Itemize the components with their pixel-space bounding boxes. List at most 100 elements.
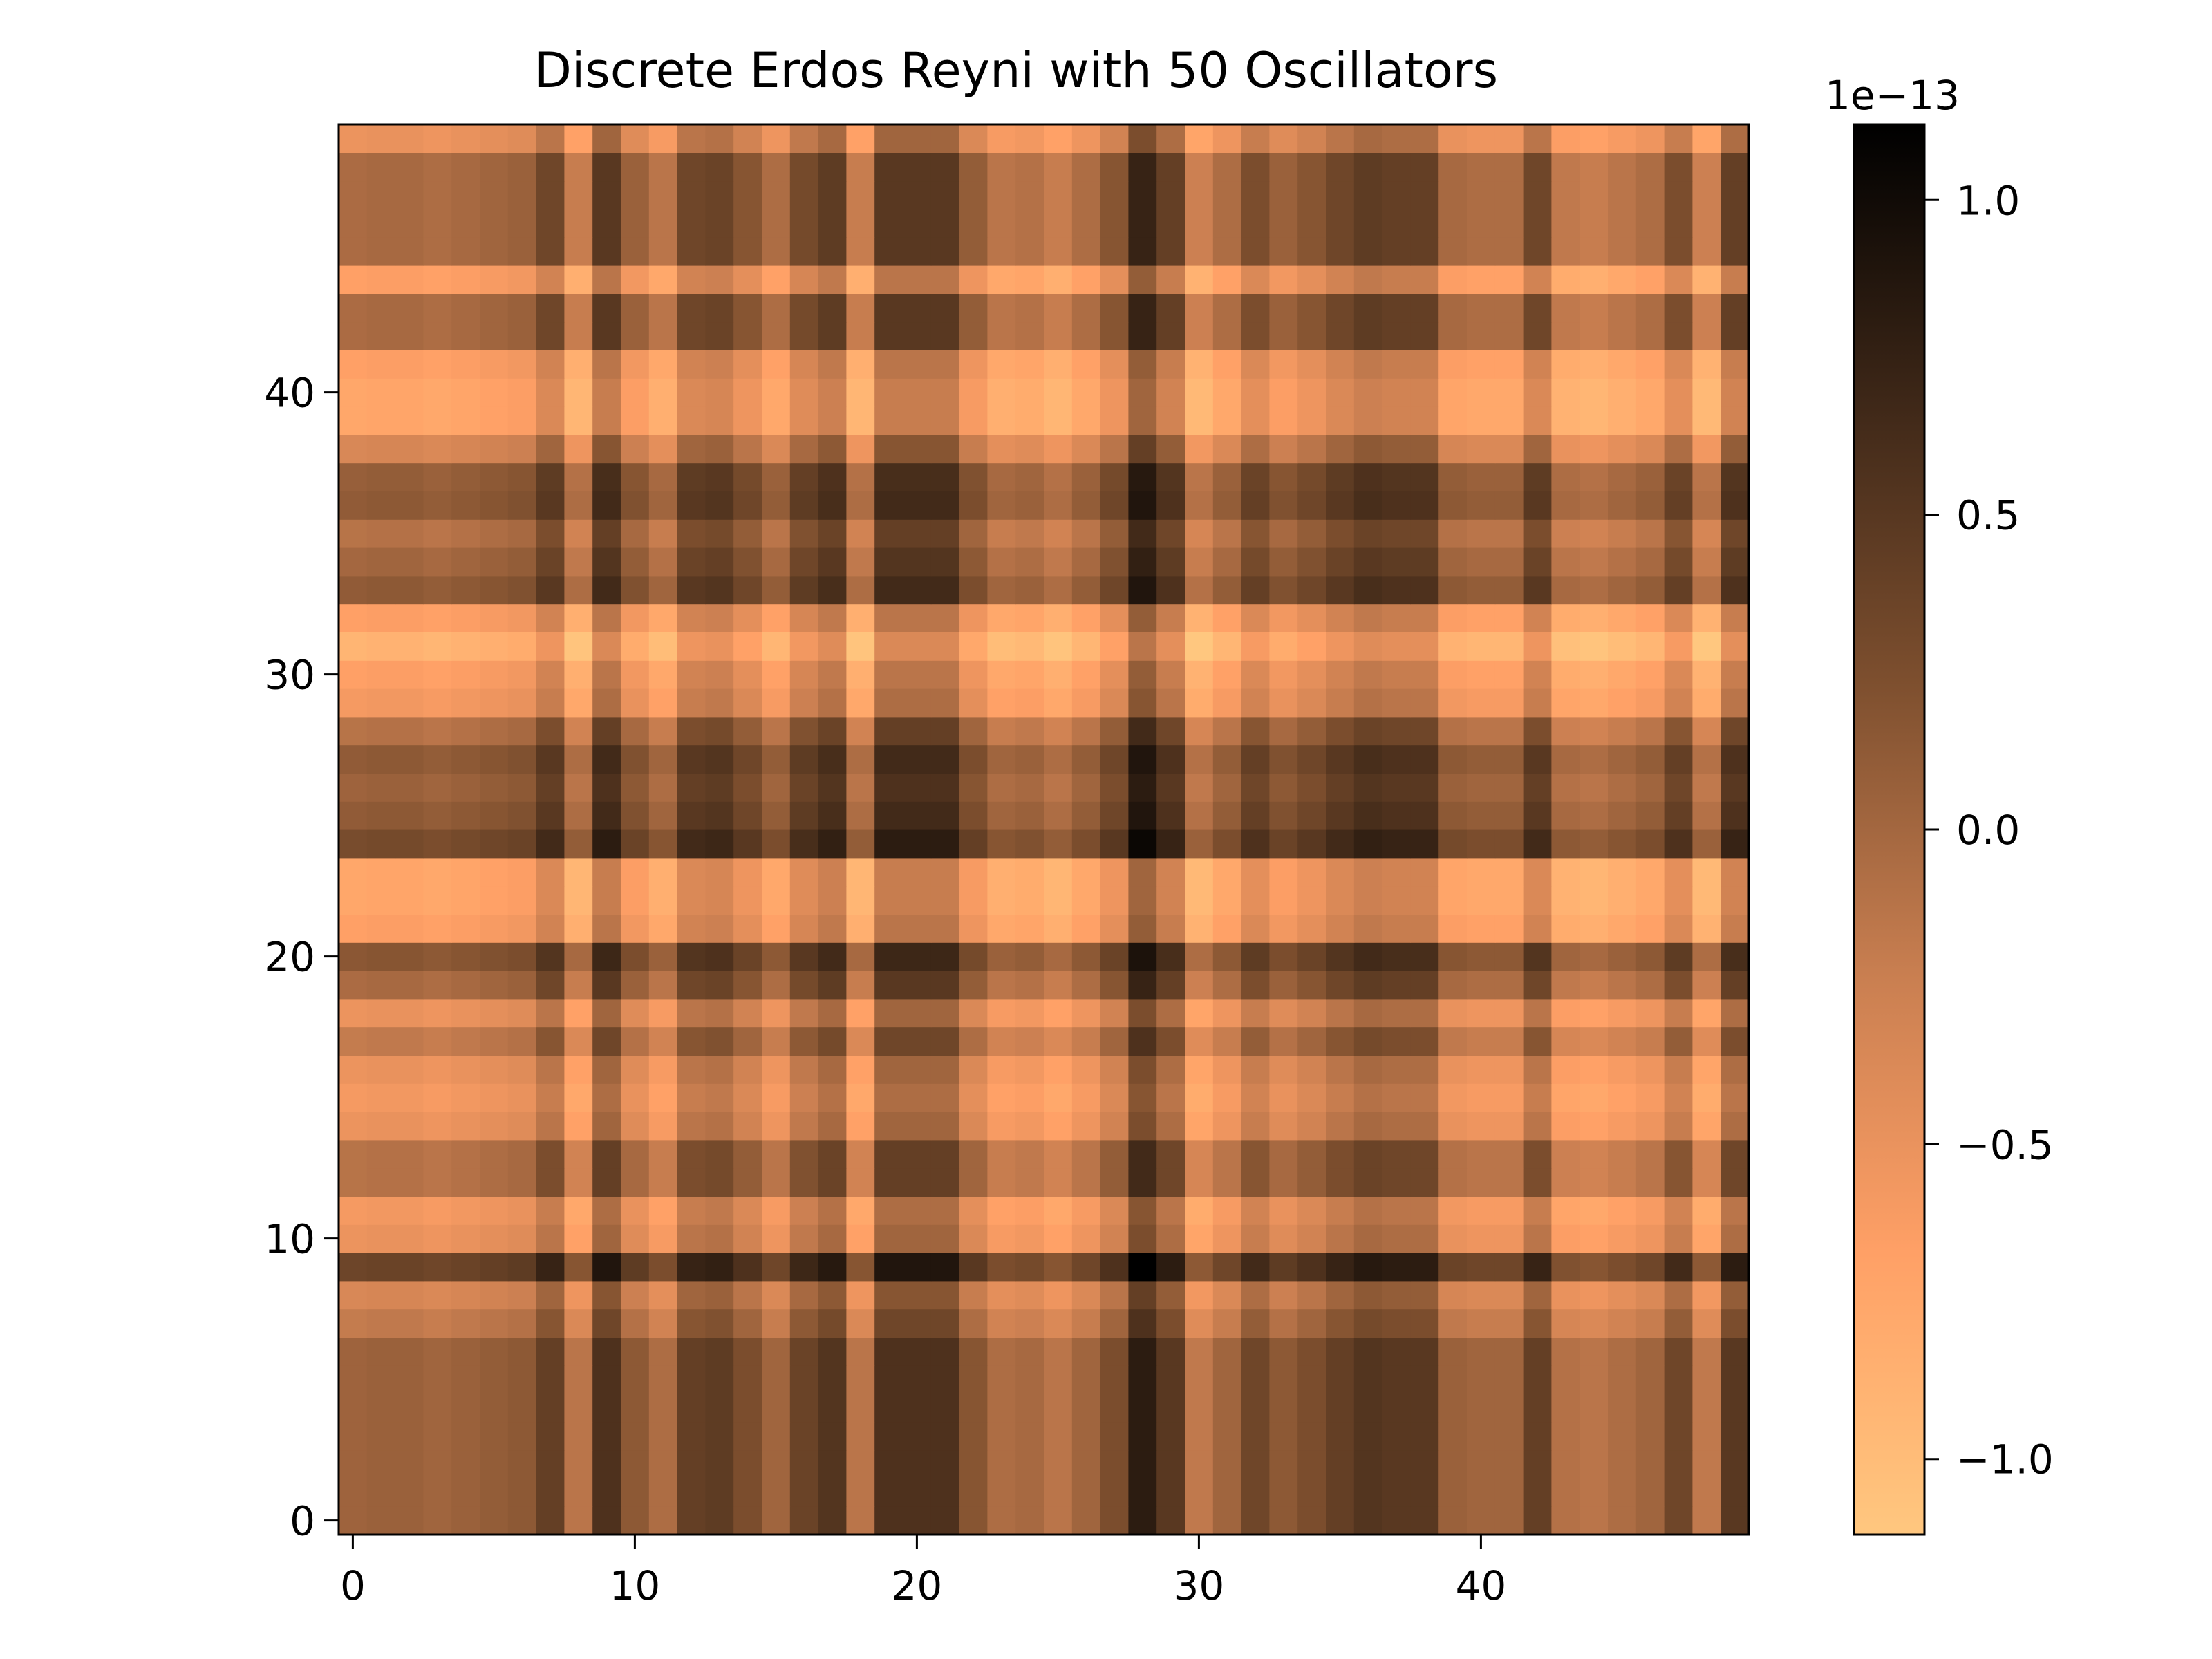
heatmap-cell [1721,1506,1750,1535]
heatmap-cell [536,942,565,971]
heatmap-cell [1494,265,1524,294]
heatmap-cell [339,350,368,379]
heatmap-cell [621,1027,650,1056]
heatmap-cell [818,1365,847,1394]
heatmap-cell [1608,1365,1637,1394]
heatmap-cell [1353,1280,1383,1310]
heatmap-cell [451,1055,480,1084]
heatmap-cell [480,575,509,605]
heatmap-cell [1212,744,1242,774]
heatmap-cell [1580,1027,1609,1056]
heatmap-cell [1608,547,1637,577]
heatmap-cell [846,1055,875,1084]
heatmap-cell [789,830,819,859]
x-tick-label: 40 [1455,1562,1506,1609]
heatmap-cell [339,632,368,661]
heatmap-cell [1353,603,1383,632]
heatmap-cell [339,1168,368,1197]
heatmap-cell [1635,180,1665,209]
heatmap-cell [1326,1394,1355,1423]
heatmap-cell [1185,603,1214,632]
heatmap-cell [564,1309,593,1338]
heatmap-cell [1635,1027,1665,1056]
heatmap-cell [648,519,678,548]
heatmap-cell [1551,1196,1580,1225]
heatmap-cell [1382,491,1411,520]
heatmap-cell [1664,321,1693,350]
heatmap-cell [1608,1139,1637,1169]
heatmap-cell [1580,1309,1609,1338]
heatmap-cell [762,350,791,379]
heatmap-cell [733,434,762,464]
heatmap-cell [592,1196,621,1225]
heatmap-cell [846,773,875,802]
heatmap-cell [903,1337,932,1366]
heatmap-cell [1128,744,1157,774]
heatmap-cell [1297,632,1327,661]
heatmap-cell [1128,1365,1157,1394]
heatmap-cell [1212,632,1242,661]
heatmap-cell [1664,1224,1693,1253]
heatmap-cell [1156,885,1185,915]
heatmap-cell [1128,434,1157,464]
heatmap-cell [1044,434,1073,464]
heatmap-cell [846,1083,875,1112]
heatmap-cell [1297,971,1327,1000]
heatmap-cell [536,237,565,266]
heatmap-cell [903,265,932,294]
heatmap-cell [1297,1253,1327,1282]
heatmap-cell [648,378,678,407]
heatmap-cell [1438,1280,1468,1310]
heatmap-cell [648,209,678,238]
heatmap-cell [1326,1196,1355,1225]
heatmap-cell [1326,180,1355,209]
heatmap-cell [789,1421,819,1451]
heatmap-cell [1692,1394,1721,1423]
heatmap-cell [507,237,537,266]
heatmap-cell [507,462,537,491]
heatmap-cell [339,603,368,632]
heatmap-cell [1241,1083,1270,1112]
heatmap-cell [1241,688,1270,718]
heatmap-cell [677,491,706,520]
heatmap-cell [1410,1168,1439,1197]
heatmap-cell [1185,1253,1214,1282]
heatmap-cell [818,1224,847,1253]
heatmap-cell [705,830,734,859]
heatmap-cell [1297,885,1327,915]
heatmap-cell [1100,1421,1129,1451]
heatmap-cell [1494,1055,1524,1084]
heatmap-cell [1185,152,1214,182]
heatmap-cell [1692,1450,1721,1479]
heatmap-cell [903,688,932,718]
heatmap-cell [395,180,424,209]
heatmap-cell [1438,971,1468,1000]
heatmap-cell [1241,801,1270,830]
heatmap-cell [1635,971,1665,1000]
heatmap-cell [1212,857,1242,887]
heatmap-cell [1494,1196,1524,1225]
heatmap-cell [733,1055,762,1084]
heatmap-cell [1467,1280,1496,1310]
heatmap-cell [789,519,819,548]
heatmap-cell [789,1027,819,1056]
heatmap-cell [1523,180,1552,209]
heatmap-cell [1212,1394,1242,1423]
heatmap-cell [423,1139,452,1169]
heatmap-cell [339,406,368,435]
heatmap-cell [507,885,537,915]
heatmap-cell [480,1055,509,1084]
heatmap-cell [987,1506,1016,1535]
heatmap-cell [592,857,621,887]
heatmap-cell [564,547,593,577]
heatmap-cell [1692,773,1721,802]
heatmap-cell [818,744,847,774]
heatmap-cell [536,1055,565,1084]
heatmap-cell [677,744,706,774]
heatmap-cell [1692,1196,1721,1225]
heatmap-cell [1241,603,1270,632]
heatmap-cell [395,152,424,182]
heatmap-cell [1494,773,1524,802]
heatmap-cell [1156,462,1185,491]
heatmap-cell [451,660,480,689]
